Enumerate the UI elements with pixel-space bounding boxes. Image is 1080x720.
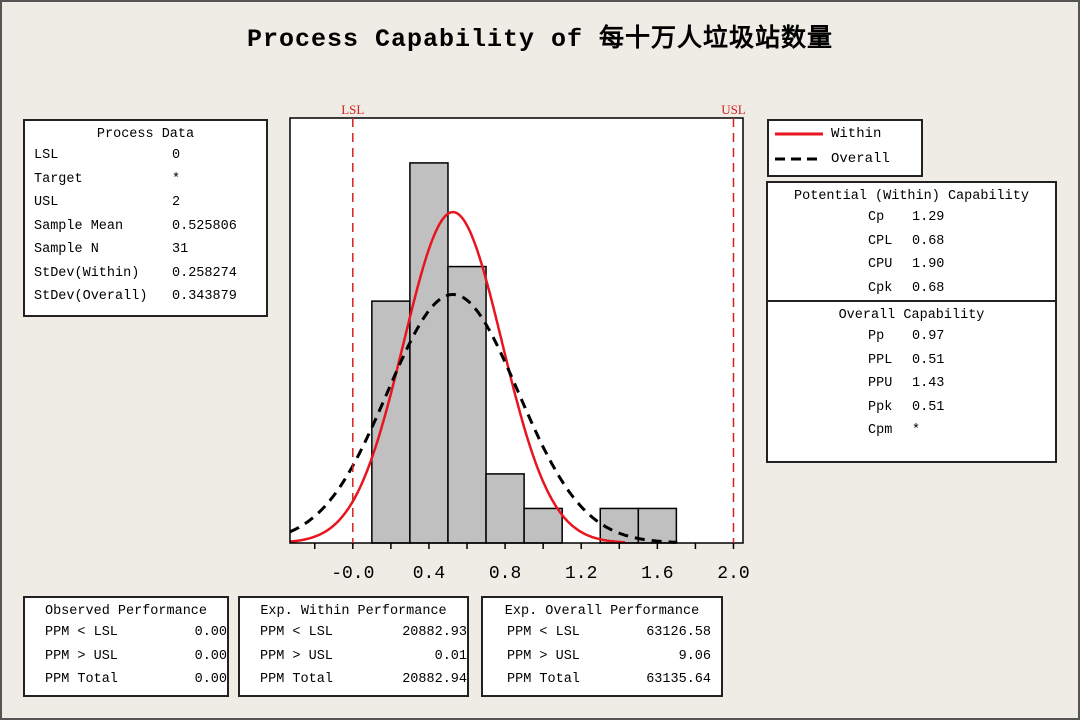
stat-value: 0.68 <box>912 280 945 296</box>
stat-label: PPM Total <box>260 672 333 688</box>
exp-within-performance-panel: Exp. Within Performance PPM < LSL 20882.9… <box>238 596 469 697</box>
overall-capability-heading: Overall Capability <box>838 308 985 323</box>
stat-row: CPL 0.68 <box>768 230 1055 254</box>
stat-row: PPM > USL 0.00 <box>25 645 227 669</box>
stat-value: 0.51 <box>912 352 945 368</box>
process-data-panel: Process Data LSL 0 Target * USL 2 Sample Mean 0… <box>23 119 268 317</box>
divider <box>768 300 1055 302</box>
stat-value: 0.00 <box>194 625 227 641</box>
stat-value: 0.343879 <box>172 289 237 305</box>
stat-row: PPM > USL 0.01 <box>240 645 467 669</box>
stat-value: * <box>172 171 181 187</box>
stat-row: Pp 0.97 <box>768 325 1055 349</box>
stat-row: PPM < LSL 0.00 <box>25 621 227 645</box>
stat-row: LSL 0 <box>25 144 266 168</box>
stat-value: 1.29 <box>912 210 945 226</box>
stat-value: 20882.94 <box>402 672 467 688</box>
stat-value: 63135.64 <box>646 672 711 688</box>
stat-value: 0.68 <box>912 233 945 249</box>
stat-value: 0.258274 <box>172 265 237 281</box>
stat-value: 0.01 <box>434 648 467 664</box>
stat-label: LSL <box>34 148 59 164</box>
stat-label: CPL <box>868 233 893 249</box>
stat-row: PPM Total 0.00 <box>25 668 227 692</box>
stat-label: Ppk <box>868 399 893 415</box>
stat-label: PPL <box>868 352 893 368</box>
stat-label: PPM < LSL <box>45 625 118 641</box>
stat-label: PPM > USL <box>260 648 333 664</box>
stat-value: 20882.93 <box>402 625 467 641</box>
stat-row: PPL 0.51 <box>768 349 1055 373</box>
stat-label: PPM < LSL <box>507 625 580 641</box>
process-data-heading: Process Data <box>96 127 195 142</box>
stat-label: Sample N <box>34 242 99 258</box>
stat-value: 9.06 <box>678 648 711 664</box>
stat-row: Target * <box>25 168 266 192</box>
stat-row: USL 2 <box>25 191 266 215</box>
capability-panel: Potential (Within) Capability Cp 1.29 CPL 0… <box>766 181 1057 463</box>
stat-label: Cpm <box>868 423 893 439</box>
chart-title: Process Capability of 每十万人垃圾站数量 <box>246 25 834 54</box>
solid-line-icon <box>775 132 823 135</box>
legend: Within Overall <box>767 119 923 177</box>
legend-item-overall: Overall <box>769 146 921 171</box>
stat-label: PPM > USL <box>45 648 118 664</box>
stat-value: 0.00 <box>194 672 227 688</box>
stat-label: Target <box>34 171 83 187</box>
stat-label: Cpk <box>868 280 893 296</box>
stat-row: Cpk 0.68 <box>768 277 1055 301</box>
legend-label-within: Within <box>831 125 882 142</box>
stat-row: PPU 1.43 <box>768 372 1055 396</box>
exp-overall-performance-panel: Exp. Overall Performance PPM < LSL 63126.… <box>481 596 723 697</box>
observed-performance-panel: Observed Performance PPM < LSL 0.00 PPM > … <box>23 596 229 697</box>
stat-row: Ppk 0.51 <box>768 396 1055 420</box>
stat-value: 0.525806 <box>172 218 237 234</box>
exp-within-performance-heading: Exp. Within Performance <box>260 604 447 619</box>
stat-value: 0 <box>172 148 181 164</box>
stat-row: PPM > USL 9.06 <box>483 645 721 669</box>
observed-performance-heading: Observed Performance <box>44 604 208 619</box>
stat-row: Cp 1.29 <box>768 206 1055 230</box>
stat-row: PPM Total 63135.64 <box>483 668 721 692</box>
stat-row: Sample Mean 0.525806 <box>25 215 266 239</box>
stat-label: PPU <box>868 376 893 392</box>
stat-label: StDev(Overall) <box>34 289 148 305</box>
potential-capability-heading: Potential (Within) Capability <box>794 189 1029 204</box>
stat-label: USL <box>34 195 59 211</box>
stat-label: StDev(Within) <box>34 265 140 281</box>
stat-value: 0.51 <box>912 399 945 415</box>
stat-label: PPM Total <box>45 672 118 688</box>
stat-value: 63126.58 <box>646 625 711 641</box>
stat-value: 31 <box>172 242 189 258</box>
stat-value: 0.00 <box>194 648 227 664</box>
stat-row: PPM < LSL 63126.58 <box>483 621 721 645</box>
stat-value: 1.43 <box>912 376 945 392</box>
stat-label: Sample Mean <box>34 218 124 234</box>
stat-value: 0.97 <box>912 329 945 345</box>
stat-value: * <box>912 423 921 439</box>
stat-label: CPU <box>868 257 893 273</box>
stat-label: Pp <box>868 329 885 345</box>
stat-row: PPM < LSL 20882.93 <box>240 621 467 645</box>
dashed-line-icon <box>775 157 823 160</box>
stat-value: 1.90 <box>912 257 945 273</box>
exp-overall-performance-heading: Exp. Overall Performance <box>504 604 700 619</box>
legend-label-overall: Overall <box>831 150 890 167</box>
stat-row: PPM Total 20882.94 <box>240 668 467 692</box>
stat-label: PPM > USL <box>507 648 580 664</box>
stat-row: Sample N 31 <box>25 238 266 262</box>
stat-row: StDev(Overall) 0.343879 <box>25 285 266 309</box>
stat-label: Cp <box>868 210 885 226</box>
stat-label: PPM Total <box>507 672 580 688</box>
stat-row: Cpm * <box>768 419 1055 443</box>
stat-value: 2 <box>172 195 181 211</box>
stat-row: CPU 1.90 <box>768 253 1055 277</box>
stat-label: PPM < LSL <box>260 625 333 641</box>
stat-row: StDev(Within) 0.258274 <box>25 262 266 286</box>
legend-item-within: Within <box>769 121 921 146</box>
